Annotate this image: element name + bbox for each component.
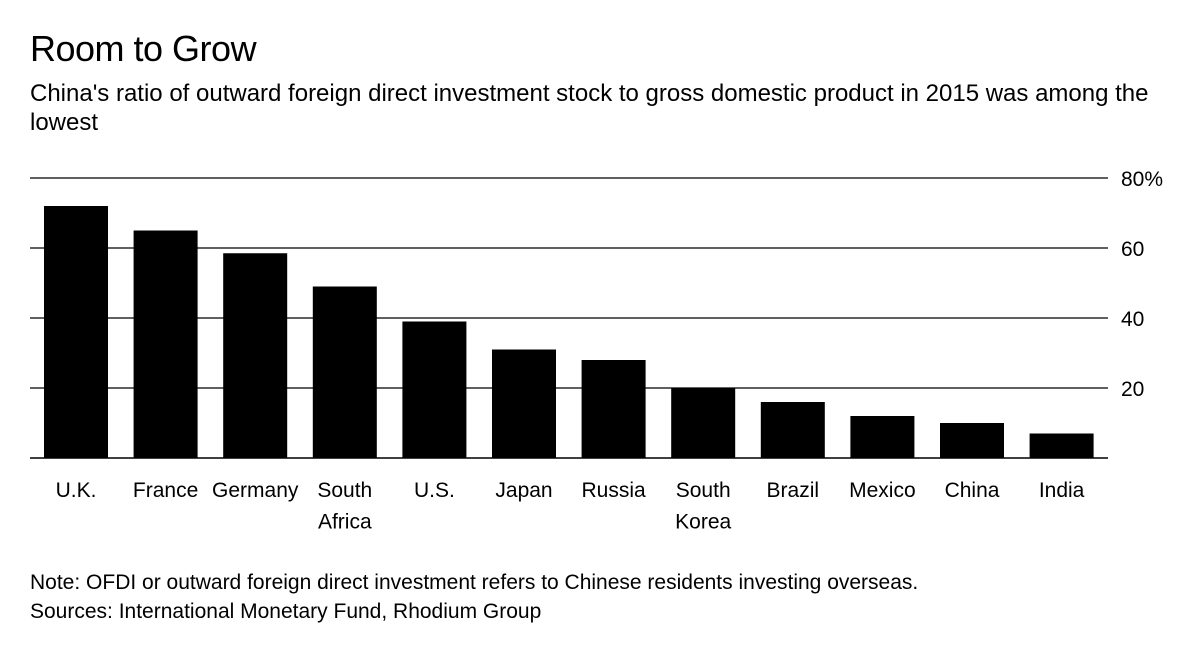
x-category-label: Brazil — [767, 479, 820, 502]
gridlines — [30, 177, 1108, 389]
bar — [850, 416, 915, 458]
x-category-label-line: India — [1039, 479, 1085, 502]
chart-footnotes: Note: OFDI or outward foreign direct inv… — [30, 568, 1010, 626]
x-category-label-line: U.K. — [56, 479, 97, 502]
chart-title: Room to Grow — [30, 28, 257, 69]
x-category-label: Germany — [212, 479, 299, 502]
x-axis-category-labels: U.K. France Germany South Africa U.S. Japan Rus… — [56, 479, 1085, 534]
bar — [581, 360, 646, 458]
x-category-label-line: Russia — [581, 479, 646, 502]
y-axis-tick-labels: 20 40 60 80% — [1121, 168, 1163, 401]
x-category-label-line: Africa — [318, 511, 372, 534]
bar — [492, 349, 556, 458]
x-category-label-line: Germany — [212, 479, 299, 502]
bars — [44, 206, 1094, 458]
x-category-label: China — [945, 479, 1000, 502]
x-category-label: Russia — [581, 479, 646, 502]
x-category-label-line: China — [945, 479, 1000, 502]
bar — [760, 402, 825, 458]
x-category-label-line: Korea — [675, 511, 731, 534]
bar — [312, 286, 377, 458]
bar — [44, 206, 108, 458]
x-category-label: Mexico — [849, 479, 916, 502]
x-category-label: South Korea — [675, 479, 731, 534]
bar — [402, 321, 467, 458]
x-category-label: Japan — [495, 479, 552, 502]
x-category-label: U.S. — [414, 479, 455, 502]
x-category-label-line: U.S. — [414, 479, 455, 502]
y-tick-label: 80% — [1121, 168, 1163, 191]
bar — [671, 388, 736, 458]
bar — [1029, 433, 1094, 458]
y-tick-label: 40 — [1121, 308, 1144, 331]
x-category-label: U.K. — [56, 479, 97, 502]
x-category-label-line: South — [676, 479, 731, 502]
footnote-note: Note: OFDI or outward foreign direct inv… — [30, 571, 919, 594]
x-category-label-line: Mexico — [849, 479, 916, 502]
bar — [940, 423, 1004, 458]
chart-subtitle: China's ratio of outward foreign direct … — [30, 80, 1149, 136]
bar — [133, 230, 198, 458]
x-category-label: India — [1039, 479, 1085, 502]
x-category-label-line: Japan — [495, 479, 552, 502]
x-category-label: France — [133, 479, 198, 502]
x-category-label-line: South — [317, 479, 372, 502]
x-category-label: South Africa — [317, 479, 372, 534]
y-tick-label: 20 — [1121, 378, 1144, 401]
bar — [223, 253, 288, 458]
y-tick-label: 60 — [1121, 238, 1144, 261]
x-category-label-line: Brazil — [767, 479, 820, 502]
x-category-label-line: France — [133, 479, 198, 502]
footnote-sources: Sources: International Monetary Fund, Rh… — [30, 600, 542, 623]
